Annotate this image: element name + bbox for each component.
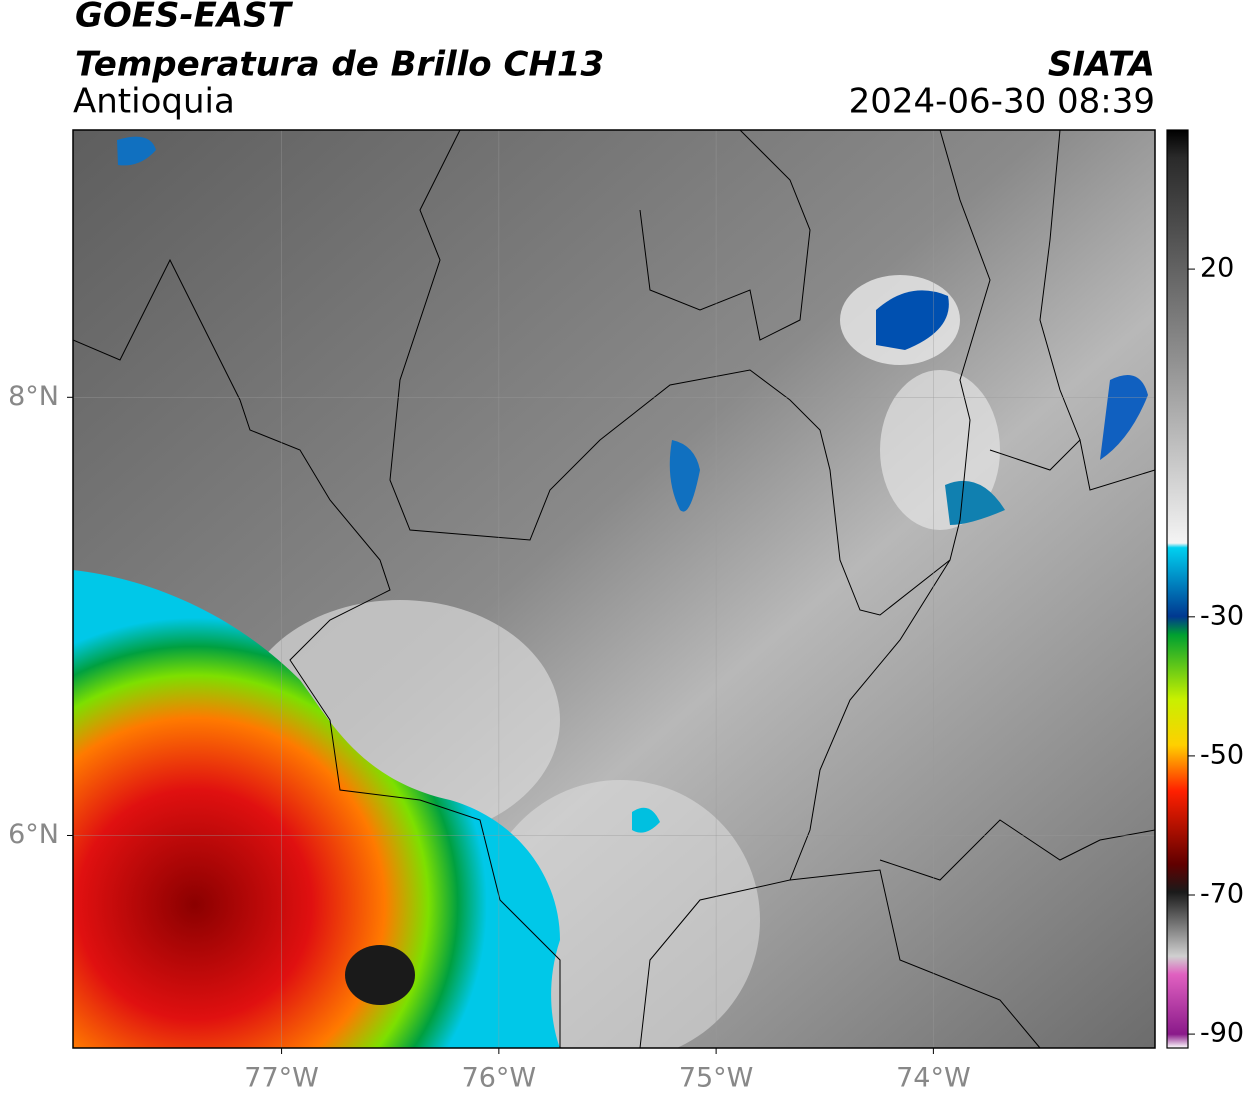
region-label: Antioquia	[73, 82, 235, 122]
convective-cell	[669, 440, 700, 512]
border-line	[879, 819, 1155, 881]
colorbar-label: -70	[1200, 879, 1244, 910]
border-line	[73, 258, 561, 1048]
plot-frame	[72, 129, 1156, 1049]
border-line	[639, 130, 811, 341]
x-tick-label: 76°W	[462, 1063, 537, 1094]
convective-system	[73, 570, 560, 1048]
satellite-image	[73, 130, 1155, 1048]
border-line	[1039, 130, 1081, 441]
grid	[73, 130, 1155, 1048]
product-title: Temperatura de Brillo CH13	[75, 45, 604, 85]
datetime-label: 2024-06-30 08:39	[849, 82, 1155, 122]
colorbar-label: -50	[1200, 739, 1244, 770]
colorbar-label: -90	[1200, 1018, 1244, 1049]
border-line	[789, 869, 1041, 1048]
convective-cell	[117, 136, 156, 166]
x-tick-label: 75°W	[679, 1063, 754, 1094]
convective-cell	[632, 807, 660, 833]
convective-cell	[945, 480, 1005, 525]
x-tick-label: 74°W	[896, 1063, 971, 1094]
cold-cloud-top	[345, 945, 415, 1005]
colorbar-label: -30	[1200, 600, 1244, 631]
x-tick-label: 77°W	[244, 1063, 319, 1094]
convective-cell	[876, 290, 949, 350]
convective-cell	[1100, 375, 1148, 460]
border-line	[639, 559, 951, 1048]
border-line	[389, 130, 991, 616]
colorbar-label: 20	[1200, 253, 1234, 284]
source-label: SIATA	[1048, 45, 1155, 85]
y-tick-label: 6°N	[8, 819, 59, 850]
colorbar	[1166, 129, 1189, 1049]
satellite-title: GOES-EAST	[75, 0, 294, 36]
y-tick-label: 8°N	[8, 381, 59, 412]
